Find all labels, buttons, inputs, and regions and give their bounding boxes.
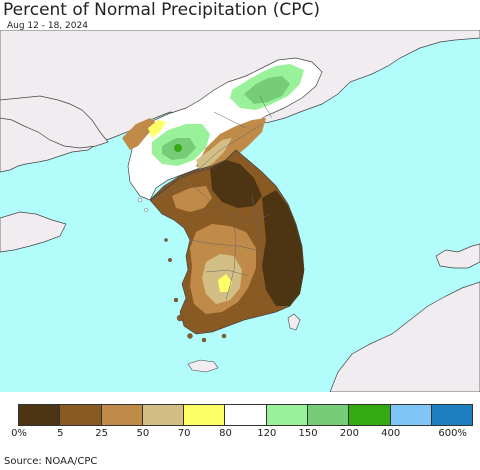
- legend-swatch: [142, 405, 185, 425]
- legend-swatch: [60, 405, 102, 425]
- tan-region-nw: [122, 118, 158, 150]
- legend-tick-label: 120: [257, 428, 277, 439]
- yellow-region-nw: [148, 120, 166, 138]
- landmass-liaodong: [0, 95, 109, 149]
- legend-tick-label: 80: [219, 428, 232, 439]
- legend-tick-label: 50: [136, 428, 150, 439]
- legend-swatch: [101, 405, 143, 425]
- province-borders: [149, 95, 273, 301]
- tan-band-nk: [196, 138, 232, 170]
- legend-swatch: [431, 405, 473, 425]
- precipitation-map: [0, 30, 480, 392]
- dark-region-central: [210, 160, 262, 208]
- coastal-islands: [164, 238, 227, 343]
- source-note: Source: NOAA/CPC: [4, 456, 98, 467]
- legend-swatch: [19, 405, 61, 425]
- landmass-japan: [329, 281, 480, 392]
- date-range: Aug 12 - 18, 2024: [7, 21, 88, 31]
- island-tsushima: [287, 313, 301, 331]
- map-title: Percent of Normal Precipitation (CPC): [3, 0, 320, 20]
- legend-swatch: [308, 405, 350, 425]
- legend-tick-label: 70: [177, 428, 191, 439]
- legend-colorbar: [18, 404, 474, 426]
- landmass-japan-north: [435, 243, 480, 269]
- legend-tick-label: 0%: [11, 428, 27, 439]
- dprk-islands: [137, 197, 148, 212]
- landmass-shandong: [0, 211, 67, 253]
- island-jeju: [187, 359, 219, 373]
- dmz-border: [149, 149, 237, 201]
- legend-tick-label: 200: [339, 428, 359, 439]
- legend-swatch: [390, 405, 432, 425]
- legend-tick-label: 150: [298, 428, 318, 439]
- legend-tick-label: 600%: [438, 428, 467, 439]
- dark-region-east: [262, 190, 304, 306]
- yellow-region-sw: [218, 274, 232, 292]
- tan-region-north-sk: [172, 186, 212, 212]
- legend-swatch: [225, 405, 267, 425]
- legend-swatch: [184, 405, 226, 425]
- legend-tick-label: 400: [381, 428, 401, 439]
- legend-tick-label: 5: [57, 428, 64, 439]
- green-dot: [174, 144, 182, 152]
- legend-swatch: [349, 405, 391, 425]
- green-region-ne-core: [244, 76, 290, 104]
- legend-tick-label: 25: [95, 428, 108, 439]
- legend-swatch: [266, 405, 309, 425]
